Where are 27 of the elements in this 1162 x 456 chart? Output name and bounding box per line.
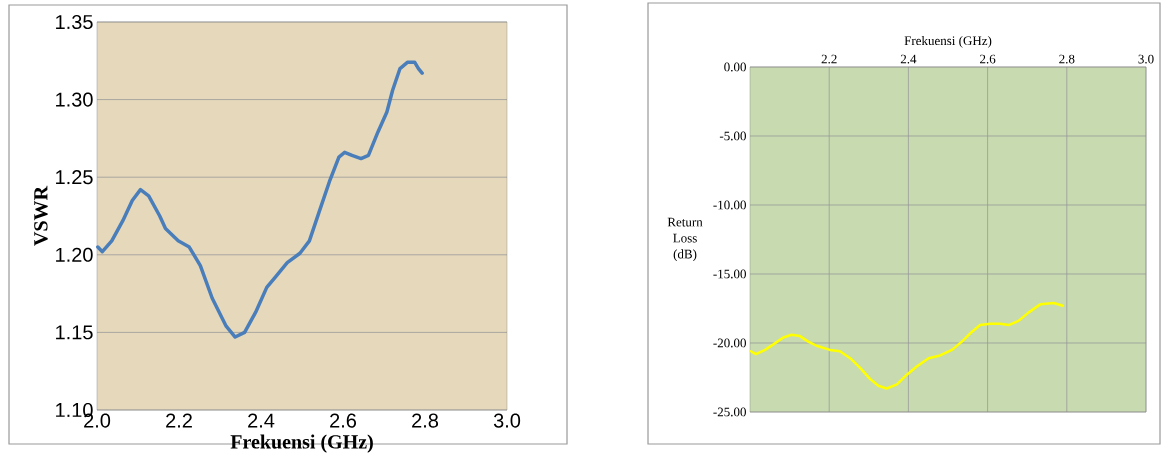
y-tick-label: 1.35 xyxy=(56,14,93,30)
y-tick-label: -5.00 xyxy=(719,131,746,141)
x-tick-label: 3.0 xyxy=(493,413,521,428)
x-tick-label: 2.6 xyxy=(330,413,357,428)
line-series xyxy=(749,301,1065,390)
x-tick-label: 2.4 xyxy=(900,54,917,64)
y-tick-label: 1.20 xyxy=(56,247,93,262)
y-tick-label: -15.00 xyxy=(713,269,746,279)
y-tick-label: 1.25 xyxy=(56,170,93,185)
x-tick-label: 2.4 xyxy=(248,413,275,428)
x-tick-label: 2.8 xyxy=(1059,54,1075,64)
y-tick-label: 0.00 xyxy=(724,62,746,72)
y-tick-label: -25.00 xyxy=(713,407,746,417)
y-tick-label: -10.00 xyxy=(713,200,746,210)
x-tick-label: 2.2 xyxy=(166,413,192,428)
y-axis-title: VSWR xyxy=(34,185,48,246)
x-axis-title: Frekuensi (GHz) xyxy=(904,35,992,48)
x-tick-label: 3.0 xyxy=(1138,54,1154,64)
y-tick-label: 1.15 xyxy=(56,325,93,340)
x-axis-title: Frekuensi (GHz) xyxy=(230,434,373,453)
y-tick-label: 1.30 xyxy=(56,92,93,107)
y-tick-label: -20.00 xyxy=(713,338,746,348)
line-series xyxy=(96,60,424,339)
x-tick-label: 2.8 xyxy=(412,413,439,428)
y-axis-title: Return Loss (dB) xyxy=(667,217,703,262)
x-tick-label: 2.6 xyxy=(980,54,996,64)
x-tick-label: 2.2 xyxy=(821,54,837,64)
